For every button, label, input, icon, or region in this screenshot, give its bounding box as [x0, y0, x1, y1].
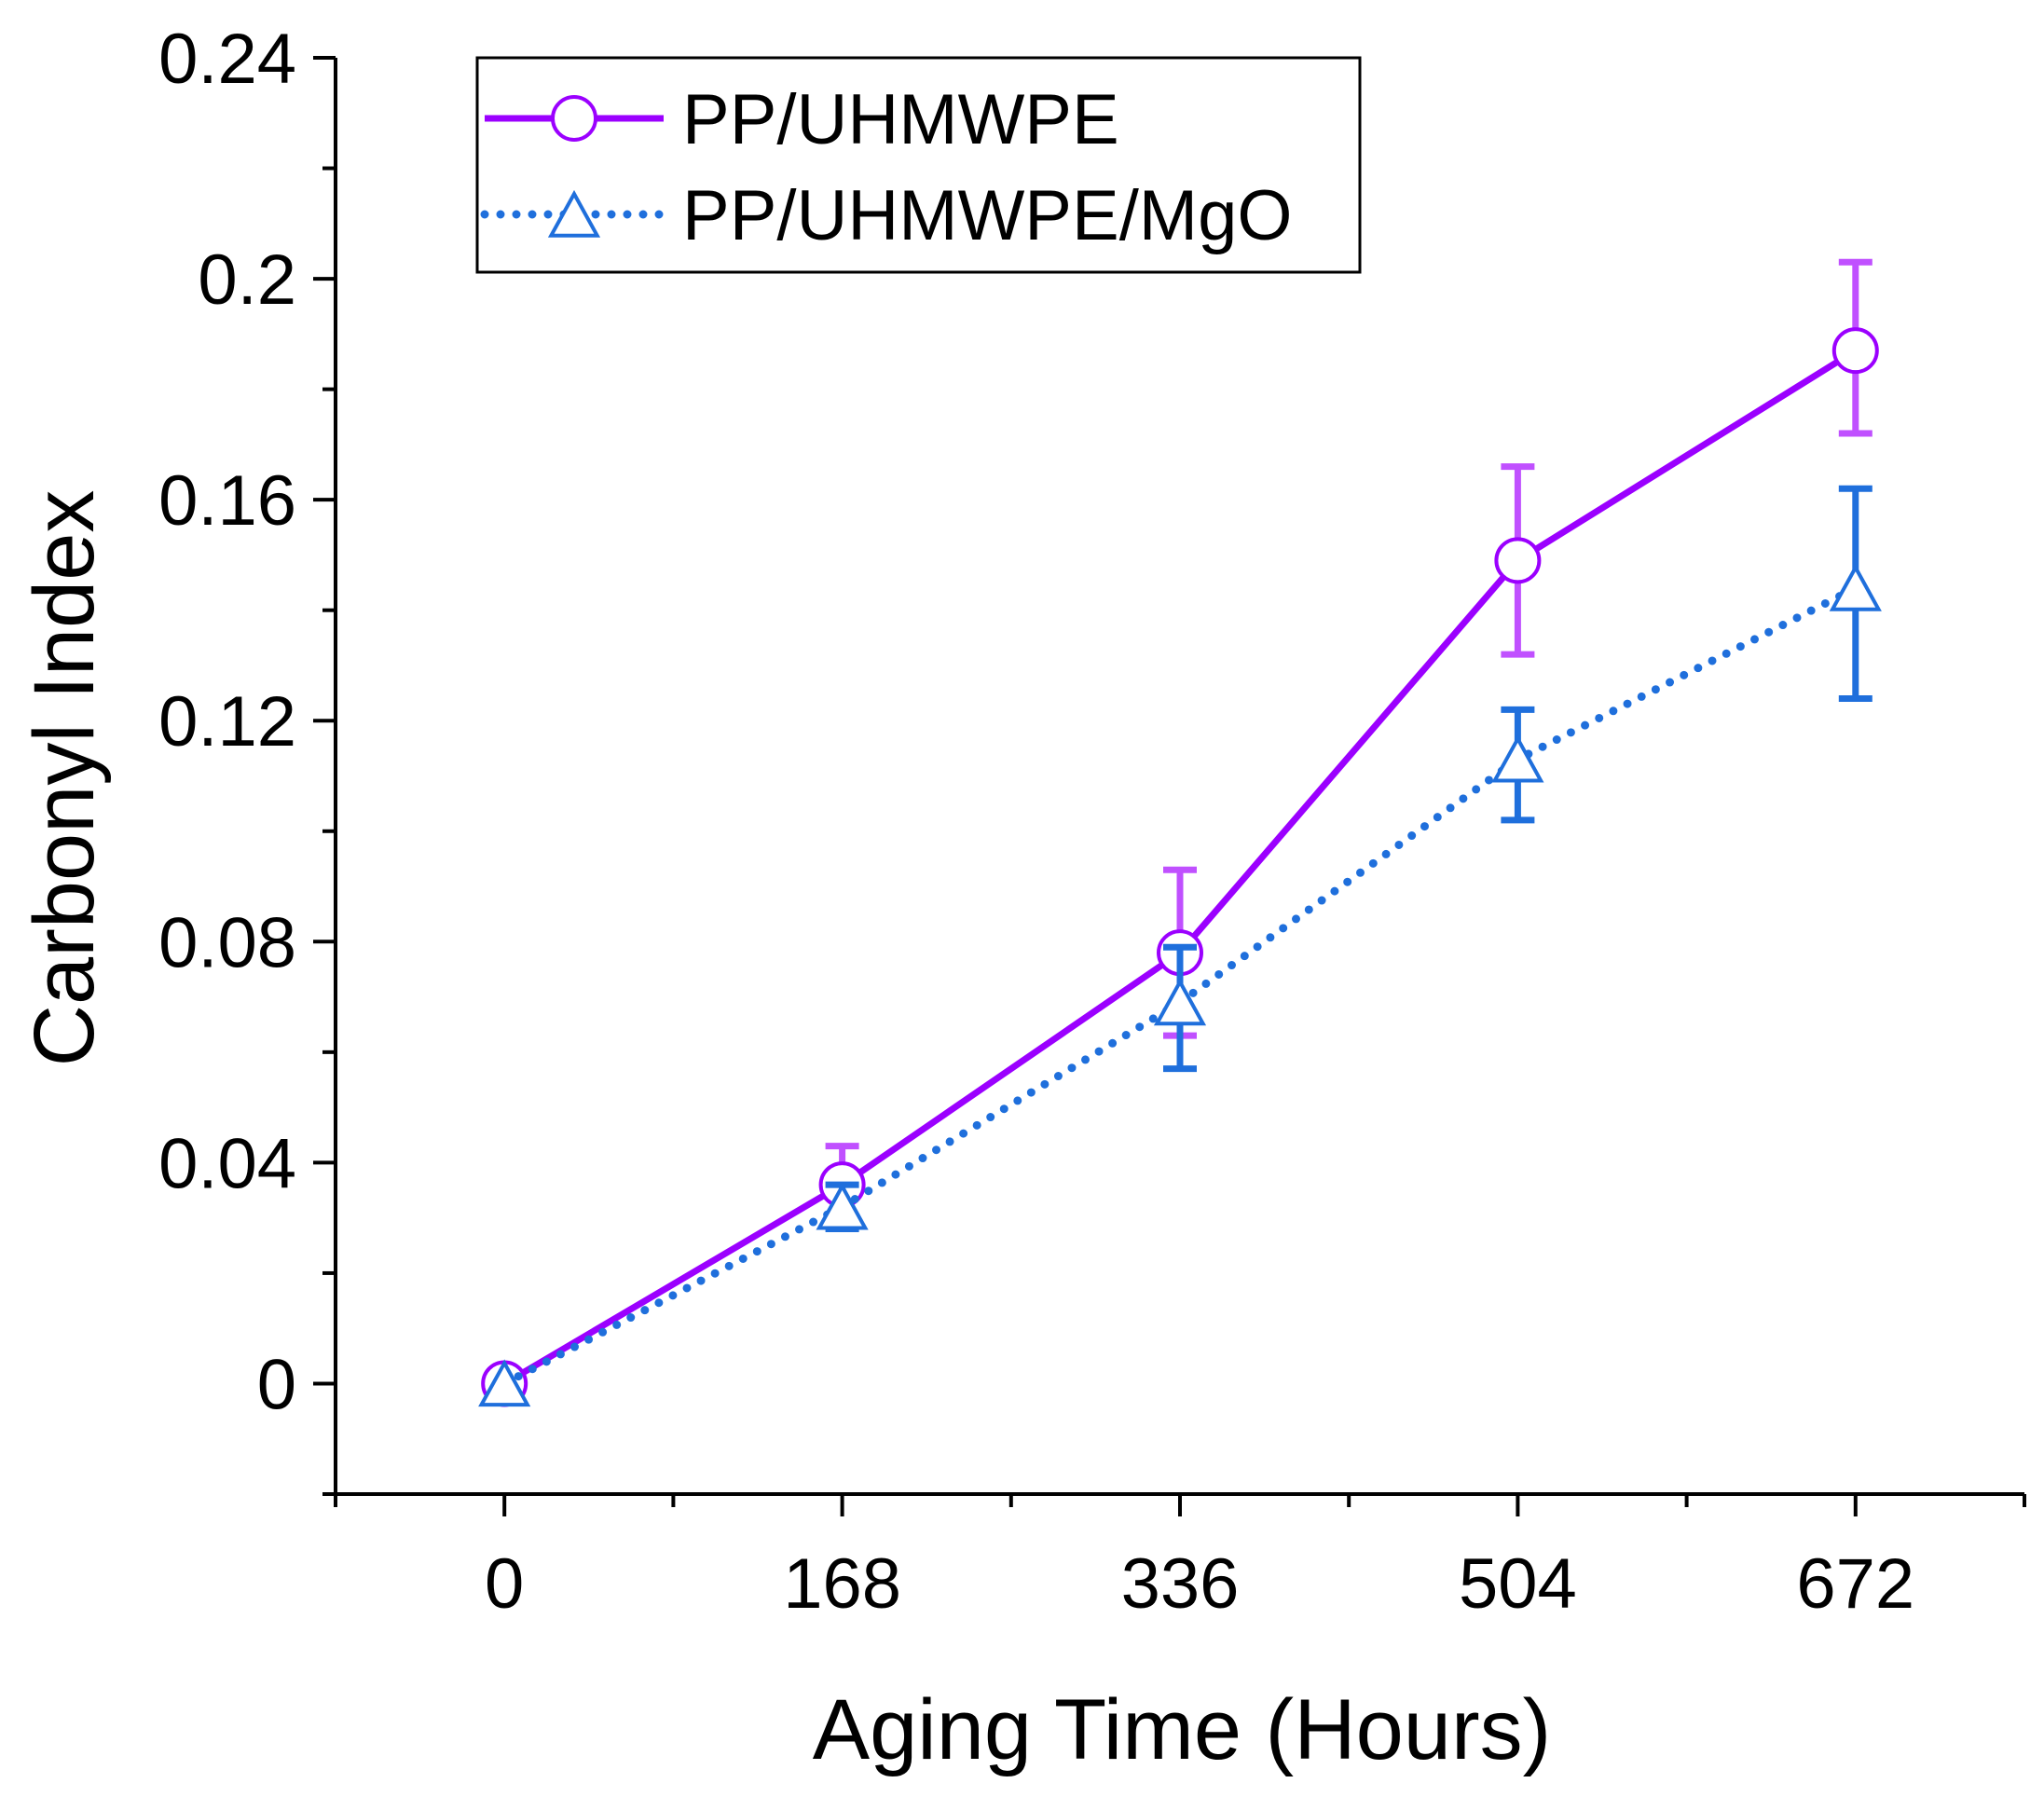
y-tick-label: 0.16: [158, 461, 296, 541]
legend-label: PP/UHMWPE/MgO: [682, 176, 1293, 255]
legend: PP/UHMWPE PP/UHMWPE/MgO: [475, 56, 1362, 274]
y-tick-label: 0.08: [158, 903, 296, 982]
data-point-circle: [1494, 537, 1542, 584]
data-point-triangle: [478, 1359, 531, 1407]
data-point-triangle: [1153, 978, 1207, 1026]
y-tick-label: 0.24: [158, 20, 296, 99]
data-point-triangle: [816, 1182, 869, 1230]
legend-marker-circle: [551, 95, 597, 142]
x-tick-label: 504: [1459, 1544, 1577, 1624]
x-tick-label: 0: [485, 1544, 524, 1624]
legend-box: [475, 56, 1362, 274]
x-axis-title: Aging Time (Hours): [813, 1682, 1551, 1777]
axis-titles: Aging Time (Hours) Carbonyl Index: [17, 490, 1551, 1777]
y-tick-label: 0.04: [158, 1124, 296, 1203]
y-axis-title: Carbonyl Index: [17, 490, 112, 1067]
legend-marker-triangle: [547, 189, 601, 238]
y-tick-label: 0: [257, 1345, 296, 1424]
series-pp-uhmwpe: [481, 258, 1879, 1407]
data-point-circle: [1831, 327, 1879, 375]
x-tick-label: 672: [1796, 1544, 1914, 1624]
x-tick-label: 168: [783, 1544, 901, 1624]
series-layer: [478, 258, 1882, 1407]
legend-label: PP/UHMWPE: [682, 80, 1119, 159]
y-tick-label: 0.2: [198, 240, 296, 320]
y-tick-label: 0.12: [158, 682, 296, 761]
axes: 0 0.04 0.08 0.12 0.16 0.2 0.24 0 168 336 504 672: [158, 20, 2026, 1624]
series-pp-uhmwpe-mgo: [478, 485, 1882, 1407]
data-point-triangle: [1829, 563, 1882, 611]
data-point-triangle: [1491, 734, 1544, 783]
x-tick-label: 336: [1121, 1544, 1240, 1624]
